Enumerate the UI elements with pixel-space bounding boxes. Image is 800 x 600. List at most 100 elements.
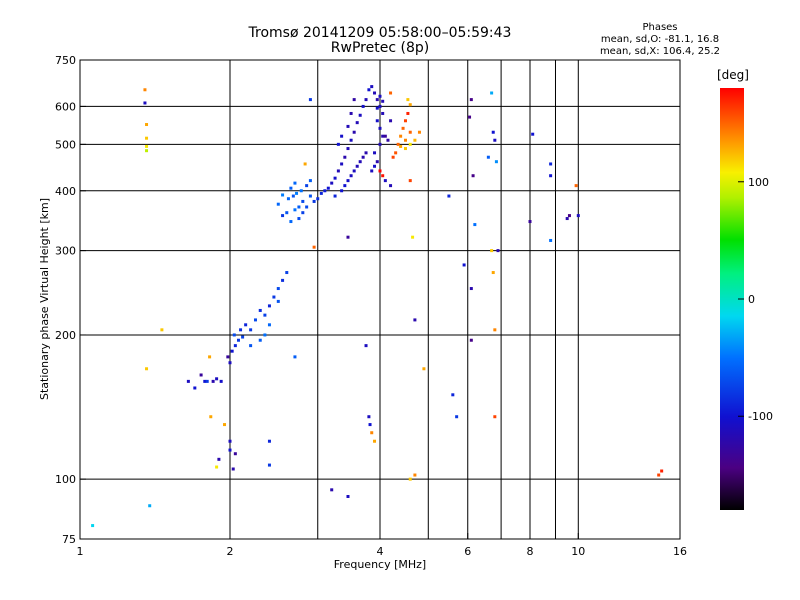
data-point [386, 138, 390, 142]
data-points [91, 85, 664, 528]
data-point [145, 144, 149, 148]
data-point [378, 142, 382, 146]
data-point [469, 98, 473, 102]
data-point [295, 191, 299, 195]
data-point [276, 202, 280, 206]
data-point [378, 169, 382, 173]
data-point [378, 126, 382, 130]
data-point [361, 104, 365, 108]
data-point [403, 147, 407, 151]
data-point [267, 323, 271, 327]
data-point [567, 214, 571, 218]
data-point [145, 136, 149, 140]
data-point [143, 101, 147, 105]
data-point [286, 197, 290, 201]
y-tick-label: 100 [55, 473, 76, 486]
data-point [368, 423, 372, 427]
data-point [375, 98, 379, 102]
y-tick-label: 75 [62, 533, 76, 546]
data-point [301, 211, 305, 215]
data-point [272, 295, 276, 299]
data-point [258, 338, 262, 342]
data-point [233, 344, 237, 348]
data-point [565, 217, 569, 221]
data-point [389, 119, 393, 123]
data-point [312, 245, 316, 249]
data-point [378, 104, 382, 108]
data-point [244, 323, 248, 327]
data-point [293, 208, 297, 212]
data-point [219, 379, 223, 383]
data-point [205, 379, 209, 383]
data-point [349, 138, 353, 142]
data-point [308, 194, 312, 198]
y-tick-label: 400 [55, 185, 76, 198]
data-point [297, 217, 301, 221]
data-point [399, 134, 403, 138]
x-tick-label: 16 [673, 545, 687, 558]
data-point [303, 162, 307, 166]
data-point [193, 386, 197, 390]
data-point [253, 318, 257, 322]
data-point [186, 379, 190, 383]
data-point [299, 189, 303, 193]
data-point [411, 235, 415, 239]
data-point [381, 134, 385, 138]
data-point [285, 211, 289, 215]
data-point [223, 423, 227, 427]
data-point [305, 205, 309, 209]
data-point [408, 103, 412, 107]
data-point [291, 194, 295, 198]
y-tick-label: 300 [55, 245, 76, 258]
data-point [228, 439, 232, 443]
data-point [340, 162, 344, 166]
colorbar-tick-label: -100 [748, 410, 773, 423]
data-point [471, 174, 475, 178]
data-point [285, 271, 289, 275]
data-point [422, 367, 426, 371]
data-point [531, 132, 535, 136]
data-point [343, 184, 347, 188]
data-point [352, 98, 356, 102]
data-point [403, 138, 407, 142]
data-point [289, 186, 293, 190]
data-point [349, 174, 353, 178]
y-tick-label: 750 [55, 54, 76, 67]
data-point [355, 164, 359, 168]
data-point [378, 94, 382, 98]
data-point [293, 181, 297, 185]
chart-title-line2: RwPretec (8p) [330, 40, 430, 56]
x-tick-label: 2 [227, 545, 234, 558]
data-point [455, 415, 459, 419]
data-point [330, 488, 334, 492]
data-point [308, 98, 312, 102]
data-point [203, 379, 207, 383]
x-tick-label: 4 [377, 545, 384, 558]
data-point [232, 333, 236, 337]
x-tick-label: 10 [571, 545, 585, 558]
data-point [496, 249, 500, 253]
data-point [349, 111, 353, 115]
data-point [217, 457, 221, 461]
data-point [230, 349, 234, 353]
data-point [406, 111, 410, 115]
data-point [358, 113, 362, 117]
data-point [373, 439, 377, 443]
data-point [383, 134, 387, 138]
data-point [364, 151, 368, 155]
data-point [394, 151, 398, 155]
data-point [355, 121, 359, 125]
data-point [576, 214, 580, 218]
data-point [391, 155, 395, 159]
data-point [493, 328, 497, 332]
data-point [389, 91, 393, 95]
data-point [375, 119, 379, 123]
data-point [228, 361, 232, 365]
data-point [462, 263, 466, 267]
data-point [346, 179, 350, 183]
data-point [145, 149, 149, 153]
stats-line-o: mean, sd,O: -81.1, 16.8 [600, 34, 720, 45]
data-point [249, 344, 253, 348]
data-point [267, 463, 271, 467]
data-point [281, 214, 285, 218]
